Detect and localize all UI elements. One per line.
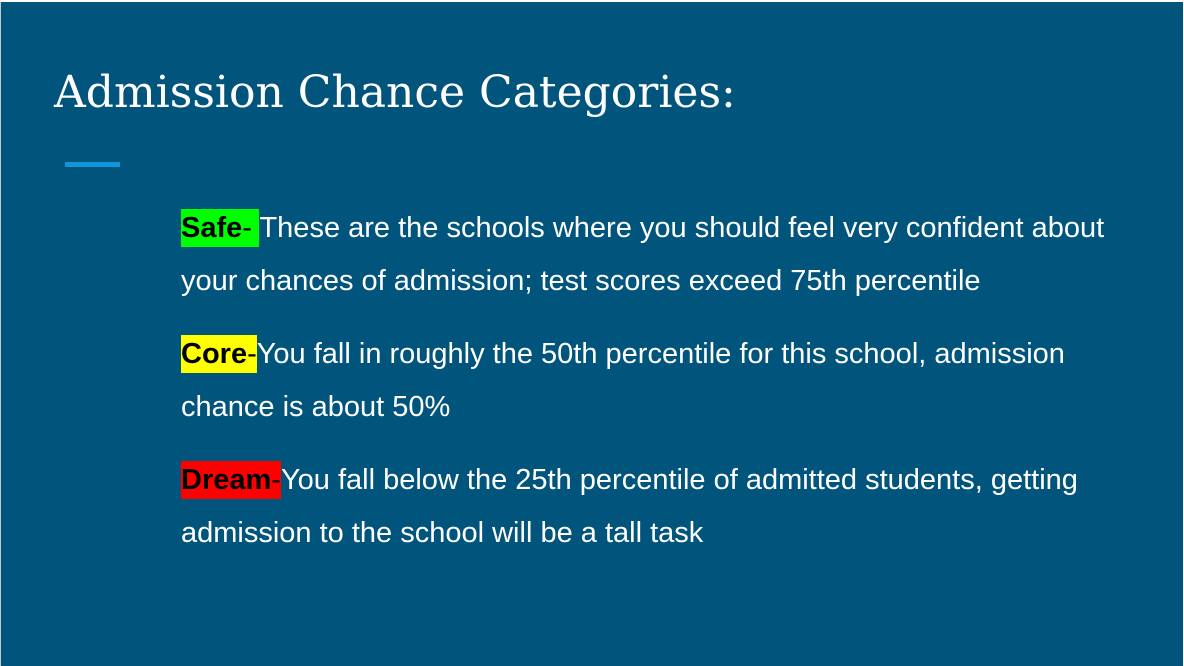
category-list: Safe- These are the schools where you sh… <box>181 202 1141 580</box>
dream-label: Dream <box>181 464 272 496</box>
core-separator: - <box>247 338 257 370</box>
core-description: You fall in roughly the 50th percentile … <box>181 338 1065 423</box>
dream-description: You fall below the 25th percentile of ad… <box>181 464 1078 549</box>
slide-title: Admission Chance Categories: <box>54 67 736 118</box>
title-accent-bar <box>65 162 120 167</box>
safe-label-highlight: Safe- <box>181 209 260 247</box>
dream-separator: - <box>271 464 281 496</box>
safe-separator: - <box>242 212 260 244</box>
category-safe: Safe- These are the schools where you sh… <box>181 202 1141 308</box>
safe-description: These are the schools where you should f… <box>181 212 1105 297</box>
category-dream: Dream-You fall below the 25th percentile… <box>181 454 1141 560</box>
category-core: Core-You fall in roughly the 50th percen… <box>181 328 1141 434</box>
safe-label: Safe <box>181 212 243 244</box>
core-label: Core <box>181 338 248 370</box>
core-label-highlight: Core- <box>181 335 257 373</box>
dream-label-highlight: Dream- <box>181 461 281 499</box>
